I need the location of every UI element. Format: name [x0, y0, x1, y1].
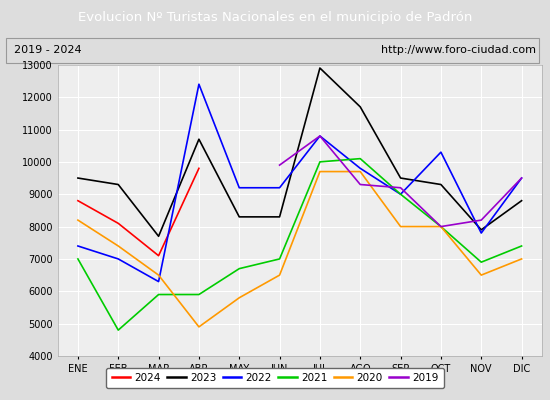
2021 [276, 256, 283, 261]
Line: 2020: 2020 [78, 172, 521, 327]
2021 [438, 224, 444, 229]
Text: 2019 - 2024: 2019 - 2024 [14, 45, 81, 55]
2022 [438, 150, 444, 154]
2024 [115, 221, 122, 226]
2021 [236, 266, 243, 271]
2019 [317, 134, 323, 138]
2019 [397, 185, 404, 190]
2020 [155, 273, 162, 278]
2022 [75, 244, 81, 248]
2020 [75, 218, 81, 222]
2021 [397, 192, 404, 197]
2019 [478, 218, 485, 222]
2023 [115, 182, 122, 187]
Line: 2019: 2019 [279, 136, 521, 226]
Line: 2021: 2021 [78, 159, 521, 330]
2024 [196, 166, 202, 171]
2023 [196, 137, 202, 142]
2023 [276, 214, 283, 219]
2020 [397, 224, 404, 229]
Text: http://www.foro-ciudad.com: http://www.foro-ciudad.com [381, 45, 536, 55]
2023 [155, 234, 162, 239]
2020 [276, 273, 283, 278]
2020 [357, 169, 364, 174]
2021 [155, 292, 162, 297]
2021 [317, 160, 323, 164]
2022 [155, 279, 162, 284]
2023 [397, 176, 404, 180]
2020 [196, 324, 202, 329]
2019 [518, 176, 525, 180]
Line: 2023: 2023 [78, 68, 521, 236]
2022 [276, 185, 283, 190]
2022 [397, 192, 404, 197]
2022 [115, 256, 122, 261]
2021 [357, 156, 364, 161]
2022 [357, 166, 364, 171]
Line: 2024: 2024 [78, 168, 199, 256]
2019 [276, 163, 283, 168]
2022 [317, 134, 323, 138]
2023 [357, 104, 364, 109]
2023 [438, 182, 444, 187]
2021 [518, 244, 525, 248]
Line: 2022: 2022 [78, 84, 521, 282]
2021 [115, 328, 122, 332]
2020 [478, 273, 485, 278]
2023 [236, 214, 243, 219]
2020 [317, 169, 323, 174]
2020 [518, 256, 525, 261]
2024 [155, 253, 162, 258]
2022 [478, 231, 485, 236]
Legend: 2024, 2023, 2022, 2021, 2020, 2019: 2024, 2023, 2022, 2021, 2020, 2019 [106, 368, 444, 388]
2020 [236, 295, 243, 300]
2020 [438, 224, 444, 229]
2021 [75, 256, 81, 261]
Text: Evolucion Nº Turistas Nacionales en el municipio de Padrón: Evolucion Nº Turistas Nacionales en el m… [78, 12, 472, 24]
2022 [196, 82, 202, 87]
2021 [196, 292, 202, 297]
2021 [478, 260, 485, 264]
2019 [438, 224, 444, 229]
2023 [75, 176, 81, 180]
2023 [478, 228, 485, 232]
2022 [518, 176, 525, 180]
2024 [75, 198, 81, 203]
2023 [518, 198, 525, 203]
2019 [357, 182, 364, 187]
2020 [115, 244, 122, 248]
2023 [317, 66, 323, 70]
2022 [236, 185, 243, 190]
